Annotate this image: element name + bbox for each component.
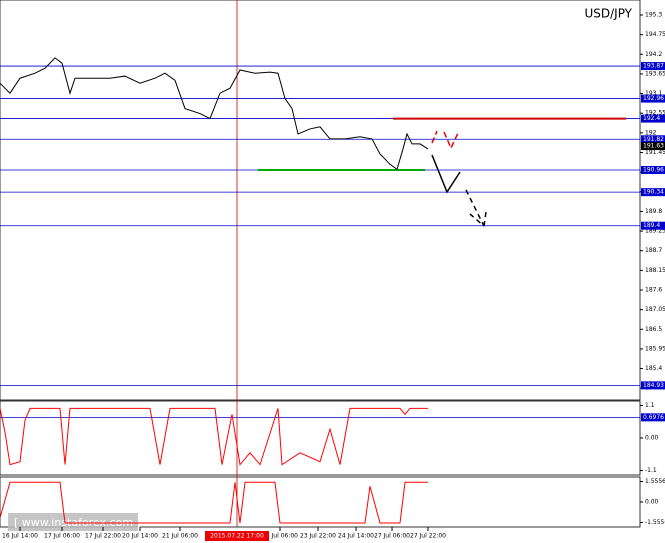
level-box <box>641 62 665 71</box>
level-label: 189.4 <box>643 222 660 229</box>
level-box <box>641 114 665 123</box>
level-label: 190.34 <box>643 189 664 196</box>
x-tick-label: 17 Jul 06:00 <box>44 533 80 540</box>
level-label: 192.4 <box>643 115 660 122</box>
level-label: 192.96 <box>643 95 664 102</box>
x-tick-label: 27 Jul 22:00 <box>410 533 446 540</box>
x-tick-label: 17 Jul 22:00 <box>85 533 121 540</box>
level-label: 193.87 <box>643 63 664 70</box>
y-tick-label: 1.1 <box>645 402 655 409</box>
x-tick-label: 21 Jul 06:00 <box>162 533 198 540</box>
y-tick-label: 189.8 <box>645 208 662 215</box>
level-box <box>641 221 665 230</box>
level-box <box>641 166 665 174</box>
y-tick-label: 193.1 <box>645 90 662 97</box>
y-tick-label: 185.95 <box>645 345 665 352</box>
level-box <box>641 135 665 144</box>
last-price-label: 191.63 <box>643 143 664 150</box>
x-tick-label: 23 Jul 22:00 <box>300 533 336 540</box>
x-tick-label: 16 Jul 14:00 <box>2 533 38 540</box>
x-tick-label: 24 Jul 14:00 <box>338 533 374 540</box>
y-tick-label: 193.65 <box>645 70 665 77</box>
y-tick-label: 185.4 <box>645 365 662 372</box>
y-tick-label: 195.3 <box>645 12 662 19</box>
y-tick-label: 187.05 <box>645 306 665 313</box>
level-label: 184.93 <box>643 382 664 389</box>
y-tick-label: 189.25 <box>645 228 665 235</box>
level-label: 191.82 <box>643 136 664 143</box>
level-box <box>641 94 665 103</box>
indicator-pane-1 <box>0 400 641 476</box>
price-line <box>0 407 428 466</box>
y-tick-label: 188.7 <box>645 247 662 254</box>
last-price-box <box>641 142 665 151</box>
y-tick-label: 192 <box>645 129 657 136</box>
y-tick-label: 0.00 <box>645 499 659 506</box>
level-label: 190.96 <box>643 167 664 174</box>
y-tick-label: 194.75 <box>645 31 665 38</box>
level-box <box>641 188 665 197</box>
x-tick-label: 20 Jul 14:00 <box>122 533 158 540</box>
watermark-bg <box>8 513 138 531</box>
level-box <box>641 381 665 390</box>
level-label: 0.6976 <box>643 414 664 421</box>
main-pane <box>0 0 641 401</box>
chart-title: USD/JPY <box>584 7 632 21</box>
watermark: [ www.instaforex.com ] <box>14 516 141 529</box>
y-tick-label: 0.00 <box>645 435 659 442</box>
y-tick-label: 187.6 <box>645 287 662 294</box>
forecast-arrow-red <box>431 130 459 150</box>
y-tick-label: 191.45 <box>645 149 665 156</box>
y-tick-label: 194.2 <box>645 51 662 58</box>
time-marker-box <box>205 531 269 541</box>
x-tick-label: 23 Jul 06:00 <box>262 533 298 540</box>
y-tick-label: -1.5556 <box>645 519 665 526</box>
y-tick-label: 188.15 <box>645 267 665 274</box>
level-box <box>641 413 665 422</box>
y-tick-label: 186.5 <box>645 326 662 333</box>
y-tick-label: -1.1 <box>645 467 657 474</box>
y-tick-label: 192.55 <box>645 110 665 117</box>
y-tick-label: 1.5556 <box>645 478 665 485</box>
price-line <box>0 481 428 524</box>
time-marker-label: 2015.07.22 17:00 <box>210 533 264 540</box>
price-line <box>0 57 429 171</box>
x-tick-label: 27 Jul 06:00 <box>374 533 410 540</box>
